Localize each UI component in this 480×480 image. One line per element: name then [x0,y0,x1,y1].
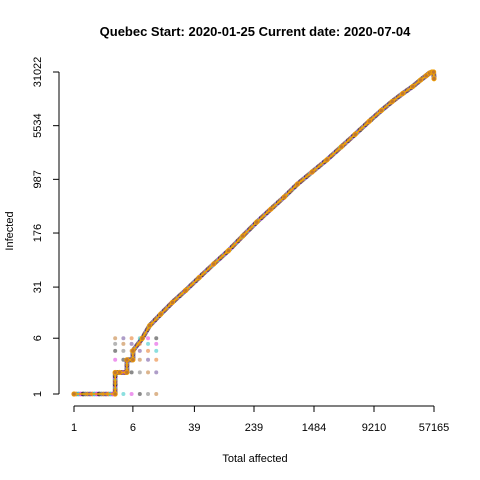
main-series-point [169,299,176,305]
main-series-point [183,287,189,293]
data-point [154,370,159,375]
data-point [129,370,134,375]
x-tick-label: 1484 [302,422,326,434]
y-axis: 1 6 31 176 987 5534 31022 [32,57,60,397]
main-series-point [281,194,287,200]
data-point [129,392,134,396]
y-tick-label: 5534 [32,113,44,137]
x-tick-label: 39 [188,422,200,434]
data-point [137,392,142,396]
data-point [121,357,126,362]
y-axis-label: Infected [4,211,16,250]
data-point [137,370,142,375]
main-series-point [417,77,424,83]
data-point [137,357,142,362]
main-series-point [338,144,344,150]
chart-title: Quebec Start: 2020-01-25 Current date: 2… [100,24,411,39]
data-point [113,336,118,341]
main-series-point [139,335,145,341]
data-point [113,357,118,362]
data-point [146,348,151,353]
main-series-point [431,76,437,82]
data-point [137,348,142,353]
main-series-point [196,275,202,281]
main-series-point [147,322,153,329]
main-series-point [352,131,358,137]
main-series-point [124,369,130,376]
points-group [71,69,437,397]
data-point [146,392,151,396]
main-series-point [225,248,232,254]
main-series-point [240,233,246,239]
main-series-point [324,157,330,163]
main-series-point [431,69,437,75]
main-series-line [74,71,435,395]
main-series-point [254,219,260,225]
data-point [154,357,159,362]
data-point [113,348,118,353]
main-series-point [158,311,164,317]
data-point [146,370,151,375]
y-tick-label: 31022 [32,57,44,88]
x-tick-label: 1 [71,422,77,434]
main-series-point [71,391,77,397]
main-line-group [71,69,437,397]
x-axis-label: Total affected [222,453,287,465]
main-series-point [116,369,123,376]
data-point [154,341,159,346]
data-point [113,341,118,346]
data-point [154,336,159,341]
y-tick-label: 31 [32,281,44,293]
data-point [129,336,134,341]
y-tick-label: 987 [32,170,44,188]
main-series-point [294,181,301,187]
main-series-point [389,98,395,105]
main-series-point [211,261,217,267]
main-series-point [309,169,315,175]
main-series-point [268,206,274,212]
data-point [154,348,159,353]
main-series-point [112,391,118,397]
data-point [146,341,151,346]
main-series-point [410,83,416,90]
data-point [121,336,126,341]
x-tick-label: 6 [130,422,136,434]
main-series-point [378,107,384,114]
x-tick-label: 9210 [362,422,386,434]
x-tick-label: 57165 [419,422,450,434]
main-series-point [400,91,406,97]
main-series-point [124,357,130,363]
data-point [129,341,134,346]
data-point [146,336,151,341]
main-series-point [130,348,136,354]
data-point [121,392,126,396]
plot-box [59,58,451,405]
x-tick-label: 239 [245,422,263,434]
y-tick-label: 6 [32,335,44,341]
data-point [146,357,151,362]
main-series-point [366,118,372,124]
y-tick-label: 1 [32,391,44,397]
data-point [121,348,126,353]
y-tick-label: 176 [32,224,44,242]
main-series-point [130,357,136,363]
main-series-point [112,369,118,376]
data-point [154,392,159,396]
main-series-point [423,73,429,79]
x-axis: 1 6 39 239 1484 9210 57165 [71,405,450,434]
data-point [121,341,126,346]
